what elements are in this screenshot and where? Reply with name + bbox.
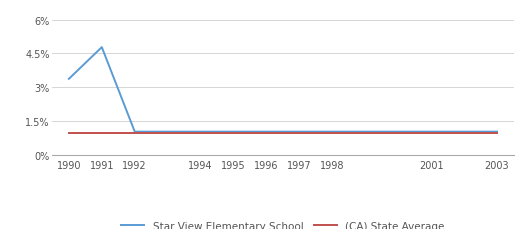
Star View Elementary School [264,131,270,134]
Star View Elementary School [198,131,204,134]
Star View Elementary School [428,131,434,134]
Star View Elementary School [296,131,302,134]
Legend: Star View Elementary School, (CA) State Average: Star View Elementary School, (CA) State … [117,217,449,229]
(CA) State Average [494,132,500,135]
Star View Elementary School [494,131,500,134]
(CA) State Average [198,132,204,135]
Star View Elementary School [66,78,72,81]
(CA) State Average [428,132,434,135]
Star View Elementary School [99,46,105,49]
Star View Elementary School [132,131,138,134]
(CA) State Average [264,132,270,135]
Line: Star View Elementary School: Star View Elementary School [69,48,497,132]
(CA) State Average [132,132,138,135]
(CA) State Average [329,132,335,135]
Star View Elementary School [329,131,335,134]
(CA) State Average [99,132,105,135]
(CA) State Average [66,132,72,135]
Star View Elementary School [231,131,237,134]
(CA) State Average [231,132,237,135]
(CA) State Average [296,132,302,135]
